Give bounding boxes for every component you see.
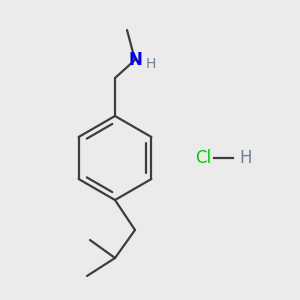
Text: H: H	[239, 149, 251, 167]
Text: N: N	[128, 51, 142, 69]
Text: H: H	[146, 57, 156, 71]
Text: Cl: Cl	[195, 149, 211, 167]
